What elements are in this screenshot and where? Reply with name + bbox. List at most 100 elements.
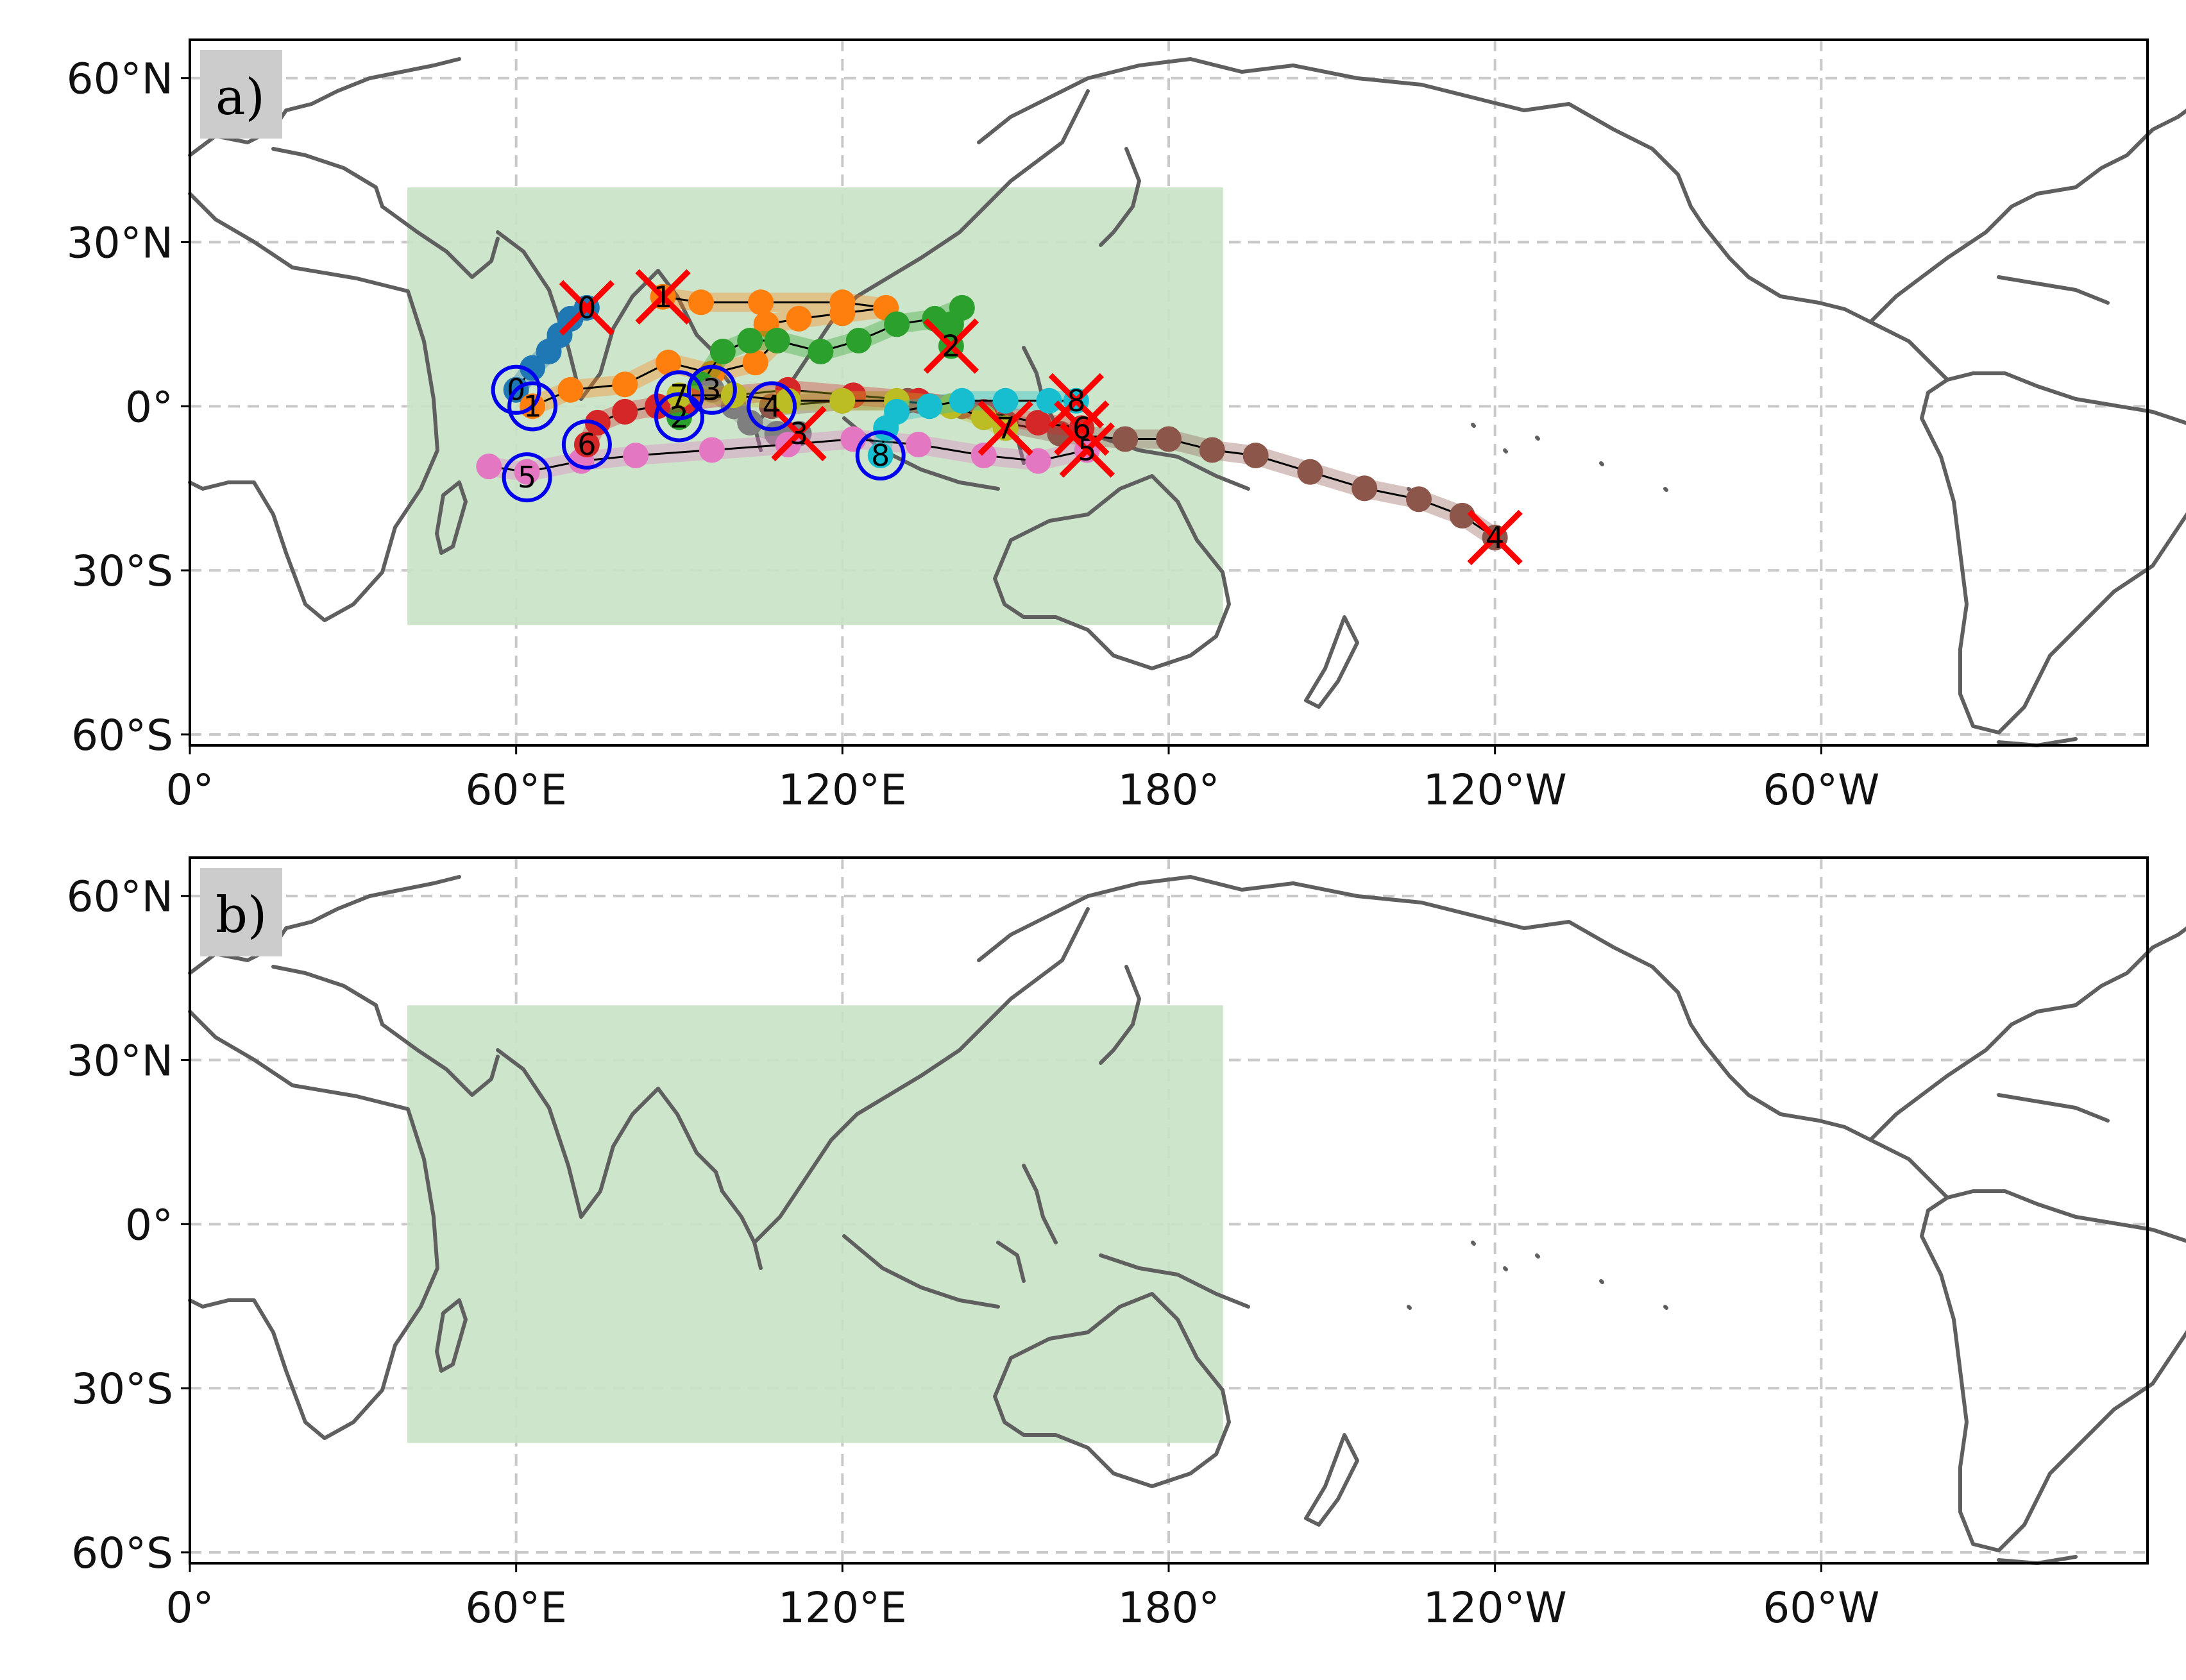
track-point-4 <box>1351 475 1378 502</box>
track-point-2 <box>884 311 910 337</box>
track-point-1 <box>786 305 812 332</box>
track-end-label-4: 4 <box>1486 520 1504 555</box>
track-point-8 <box>1036 387 1062 414</box>
x-tick-label: 60°W <box>1763 765 1879 815</box>
track-end-label-7: 7 <box>996 411 1015 445</box>
region-box <box>407 1005 1223 1443</box>
track-end-marker-5 <box>1059 422 1115 478</box>
track-point-4 <box>1449 502 1475 529</box>
track-point-7 <box>829 387 856 414</box>
x-tick-label: 180° <box>1118 1583 1220 1633</box>
track-point-4 <box>1156 426 1182 452</box>
track-point-2 <box>764 327 790 353</box>
y-tick-label: 60°N <box>67 55 173 104</box>
track-point-2 <box>938 311 964 337</box>
track-end-marker-7 <box>978 400 1033 456</box>
track-start-label-8: 8 <box>871 438 890 473</box>
track-end-label-6: 6 <box>1072 411 1091 445</box>
track-point-1 <box>557 377 584 403</box>
track-end-label-8: 8 <box>1067 384 1085 418</box>
track-point-8 <box>992 387 1019 414</box>
x-tick-label: 60°W <box>1763 1583 1879 1633</box>
panel-label-bg <box>200 868 282 956</box>
track-start-marker-3 <box>686 364 737 415</box>
track-point-5 <box>699 437 725 463</box>
track-end-label-1: 1 <box>654 280 672 314</box>
track-point-2 <box>845 327 872 353</box>
track-start-marker-5 <box>502 452 552 503</box>
track-point-4 <box>1199 437 1225 463</box>
track-end-marker-3 <box>771 405 827 462</box>
x-tick-label: 180° <box>1118 765 1220 815</box>
track-point-8 <box>884 398 910 425</box>
panel-label-b: b) <box>200 868 282 956</box>
track-point-8 <box>916 393 942 420</box>
track-point-6 <box>1025 409 1051 436</box>
track-point-6 <box>612 398 638 425</box>
track-point-1 <box>742 350 768 376</box>
track-point-1 <box>612 371 638 398</box>
track-end-label-3: 3 <box>790 416 808 451</box>
track-start-marker-0 <box>491 364 541 415</box>
x-tick-label: 120°E <box>778 765 907 815</box>
track-start-label-3: 3 <box>702 373 721 407</box>
panel-label-text: a) <box>216 69 265 126</box>
track-point-4 <box>1242 443 1269 469</box>
track-point-1 <box>748 289 774 316</box>
track-end-marker-1 <box>635 269 691 325</box>
track-point-1 <box>656 350 682 376</box>
track-point-5 <box>1025 448 1051 474</box>
track-point-5 <box>906 432 932 458</box>
x-tick-label: 120°E <box>778 1583 907 1633</box>
track-start-label-4: 4 <box>762 389 781 423</box>
track-point-3 <box>737 409 763 436</box>
track-end-label-2: 2 <box>942 329 960 364</box>
track-start-marker-7 <box>654 370 704 421</box>
track-start-label-7: 7 <box>670 378 688 412</box>
track-point-8 <box>867 443 894 469</box>
x-tick-label: 120°W <box>1423 765 1567 815</box>
track-point-2 <box>808 339 834 365</box>
axis-ticks: 0° 60°E 120°E 180° 120°W 60°W60°N30°N0°30°S60… <box>67 55 1880 815</box>
track-point-2 <box>709 339 736 365</box>
track-point-4 <box>1405 486 1432 513</box>
track-point-4 <box>1112 426 1139 452</box>
y-tick-label: 60°N <box>67 872 173 922</box>
y-tick-label: 60°S <box>71 1529 173 1578</box>
y-tick-label: 0° <box>125 382 173 432</box>
track-point-5 <box>970 443 997 469</box>
y-tick-label: 30°N <box>67 219 173 268</box>
track-point-0 <box>520 355 546 381</box>
track-start-marker-1 <box>507 381 558 432</box>
track-start-marker-2 <box>654 392 704 443</box>
track-point-1 <box>688 289 714 316</box>
y-tick-label: 0° <box>125 1200 173 1250</box>
track-end-marker-6 <box>1054 400 1110 456</box>
track-start-label-6: 6 <box>577 427 596 462</box>
track-point-5 <box>514 459 540 485</box>
track-start-marker-8 <box>855 430 906 481</box>
track-end-marker-0 <box>559 280 615 336</box>
panel-label-text: b) <box>216 887 267 944</box>
track-point-6 <box>573 432 600 458</box>
x-tick-label: 60°E <box>465 765 567 815</box>
track-point-1 <box>829 289 856 316</box>
track-point-5 <box>476 454 502 480</box>
track-point-8 <box>949 387 975 414</box>
track-start-label-1: 1 <box>523 389 541 423</box>
track-point-4 <box>1297 459 1323 485</box>
map-panel-b: b) 0° 60°E 120°E 180° 120°W 60°W 60°N 30°N 0° 30°… <box>67 856 2186 1633</box>
track-start-marker-6 <box>561 420 612 470</box>
track-end-marker-2 <box>923 318 979 374</box>
x-tick-label: 0° <box>166 1583 214 1633</box>
y-tick-label: 30°S <box>71 547 173 596</box>
axis-ticks: 0° 60°E 120°E 180° 120°W 60°W60°N30°N0°30°S60… <box>67 872 1880 1633</box>
x-tick-label: 60°E <box>465 1583 567 1633</box>
track-end-label-0: 0 <box>577 291 596 325</box>
y-tick-label: 30°N <box>67 1037 173 1086</box>
track-start-marker-4 <box>747 381 797 432</box>
y-tick-label: 30°S <box>71 1364 173 1414</box>
track-end-marker-8 <box>1048 373 1105 428</box>
